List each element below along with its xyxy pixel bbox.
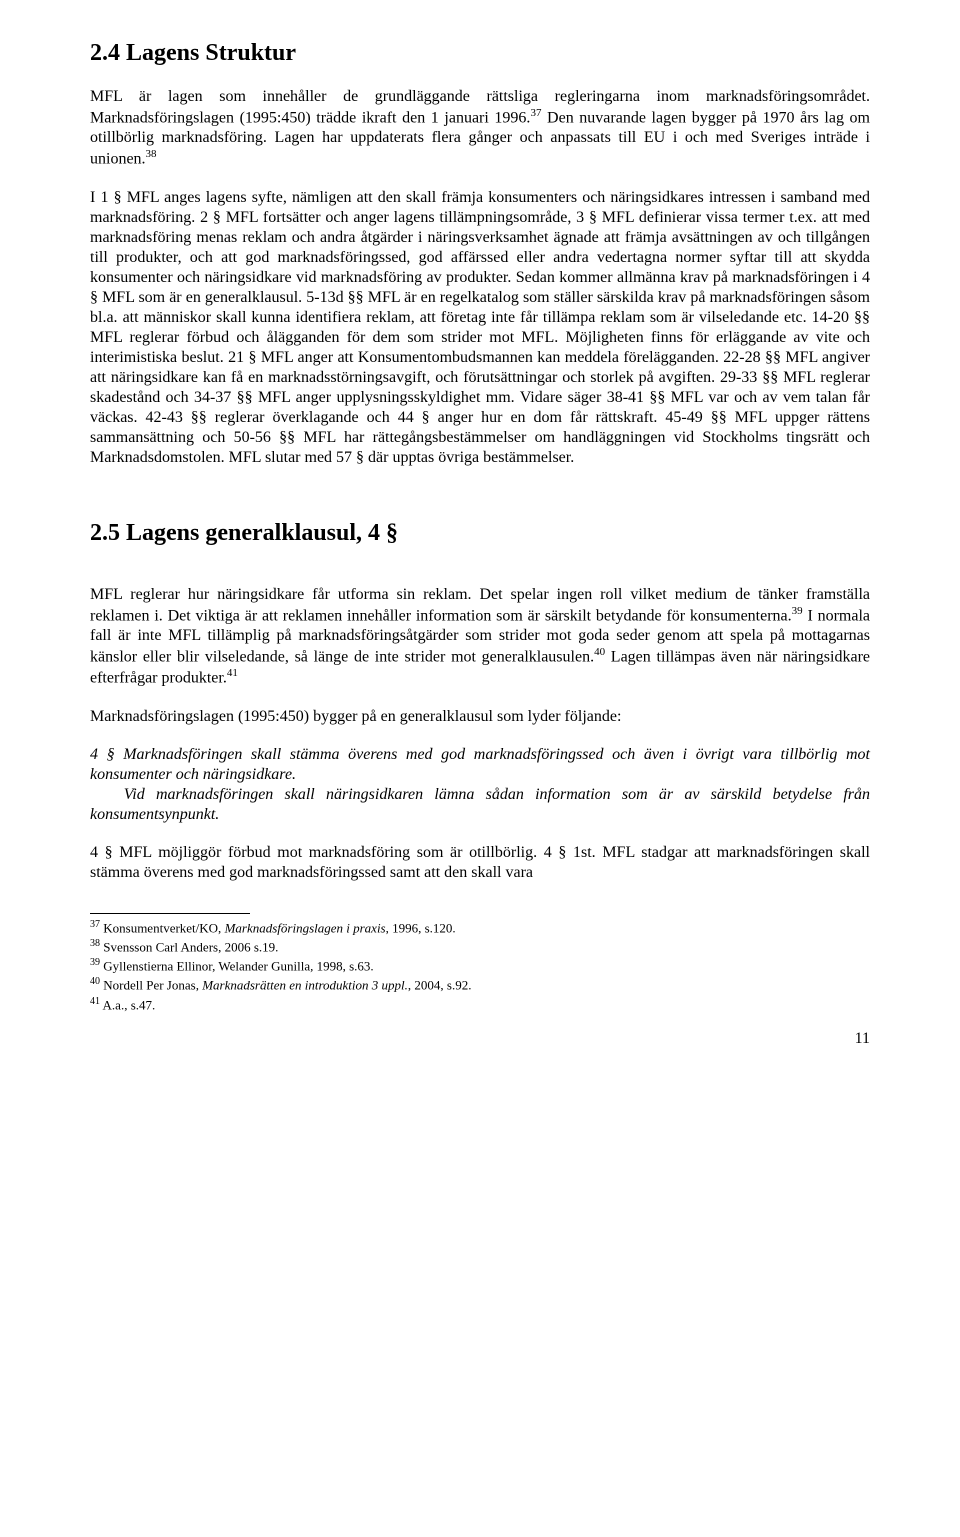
section-2-5-paragraph-3: 4 § MFL möjliggör förbud mot marknadsför…: [90, 843, 870, 883]
section-2-5-heading: 2.5 Lagens generalklausul, 4 §: [90, 520, 870, 547]
document-page: 2.4 Lagens Struktur MFL är lagen som inn…: [0, 0, 960, 1088]
section-2-5-quote: 4 § Marknadsföringen skall stämma överen…: [90, 745, 870, 825]
section-2-4-heading: 2.4 Lagens Struktur: [90, 40, 870, 67]
footnote-number: 40: [90, 976, 100, 987]
section-2-4-paragraph-2: I 1 § MFL anges lagens syfte, nämligen a…: [90, 188, 870, 468]
footnote-number: 41: [90, 996, 100, 1007]
footnote-text: Svensson Carl Anders, 2006 s.19.: [103, 939, 278, 954]
heading-spacer: [90, 567, 870, 585]
footnote-38: 38 Svensson Carl Anders, 2006 s.19.: [90, 937, 870, 956]
footnote-text: Gyllenstierna Ellinor, Welander Gunilla,…: [103, 958, 373, 973]
footnote-number: 38: [90, 938, 100, 949]
footnote-text: Konsumentverket/KO, Marknadsföringslagen…: [103, 920, 455, 935]
footnote-separator: [90, 913, 250, 914]
footnote-39: 39 Gyllenstierna Ellinor, Welander Gunil…: [90, 956, 870, 975]
section-2-4-paragraph-1: MFL är lagen som innehåller de grundlägg…: [90, 87, 870, 170]
section-2-5-paragraph-2: Marknadsföringslagen (1995:450) bygger p…: [90, 707, 870, 727]
footnote-text: A.a., s.47.: [103, 997, 156, 1012]
section-spacer: [90, 486, 870, 520]
footnote-40: 40 Nordell Per Jonas, Marknadsrätten en …: [90, 975, 870, 994]
page-number: 11: [90, 1030, 870, 1048]
footnote-37: 37 Konsumentverket/KO, Marknadsföringsla…: [90, 918, 870, 937]
footnote-number: 37: [90, 919, 100, 930]
footnote-text: Nordell Per Jonas, Marknadsrätten en int…: [103, 978, 471, 993]
footnotes-block: 37 Konsumentverket/KO, Marknadsföringsla…: [90, 918, 870, 1014]
footnote-number: 39: [90, 957, 100, 968]
section-2-5-paragraph-1: MFL reglerar hur näringsidkare får utfor…: [90, 585, 870, 689]
footnote-41: 41 A.a., s.47.: [90, 995, 870, 1014]
